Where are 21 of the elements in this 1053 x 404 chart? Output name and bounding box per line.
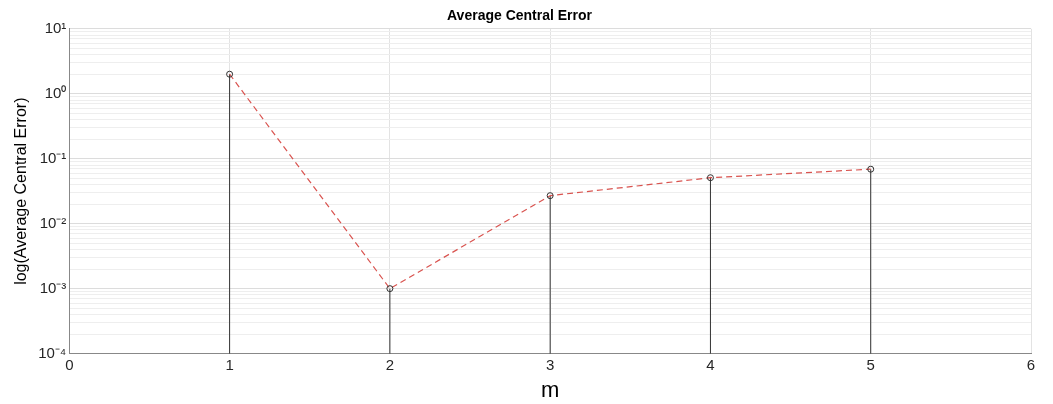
x-tick-label: 4 bbox=[706, 355, 715, 373]
x-tick-label: 2 bbox=[385, 355, 395, 373]
x-tick-label: 0 bbox=[65, 355, 74, 373]
point bbox=[226, 70, 234, 78]
y-tick-label: 10⁻³ bbox=[39, 278, 67, 296]
point bbox=[546, 192, 554, 200]
x-tick-label: 1 bbox=[225, 355, 234, 373]
y-tick-label: 10⁻² bbox=[39, 213, 67, 231]
y-tick-label: 10⁰ bbox=[44, 83, 67, 101]
y-tick-label: 10⁻¹ bbox=[39, 148, 67, 166]
point bbox=[386, 285, 394, 293]
chart-title: Average Central Error bbox=[447, 7, 593, 24]
y-axis-title: log(Average Central Error) bbox=[12, 97, 30, 285]
x-tick-label: 3 bbox=[545, 355, 555, 373]
point bbox=[867, 165, 875, 173]
x-tick-label: 5 bbox=[866, 355, 875, 373]
y-tick-label: 10¹ bbox=[44, 18, 67, 36]
y-tick-label: 10⁻⁴ bbox=[38, 343, 67, 361]
point bbox=[706, 174, 714, 182]
x-axis-title: m bbox=[541, 376, 560, 402]
x-tick-label: 6 bbox=[1026, 355, 1036, 373]
